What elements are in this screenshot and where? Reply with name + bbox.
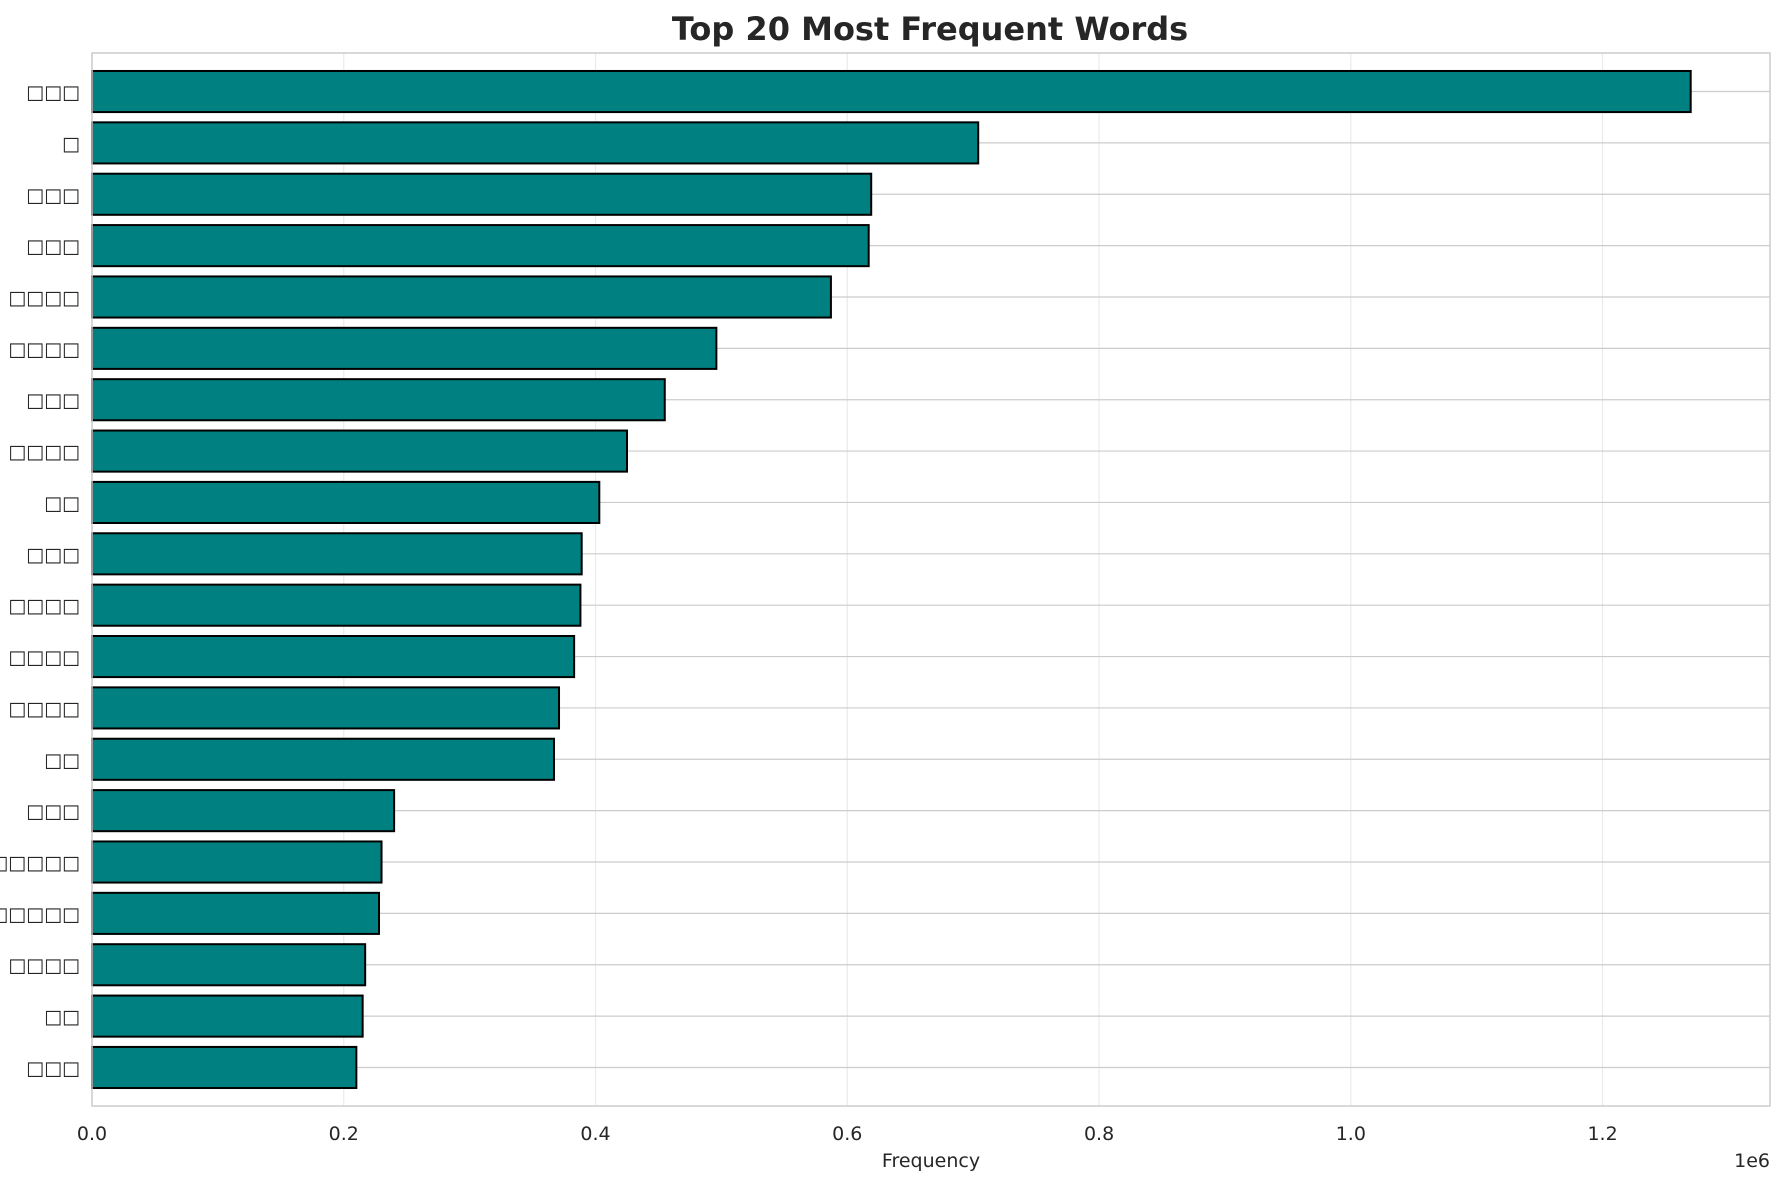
plot-frame <box>91 52 1771 1107</box>
bar <box>91 737 555 781</box>
bar <box>91 686 561 730</box>
bar <box>91 891 381 935</box>
x-tick-label: 0.8 <box>1084 1123 1114 1145</box>
x-tick-label: 0.6 <box>832 1123 862 1145</box>
y-tick-label: □□ <box>44 1006 80 1028</box>
y-tick-label: □□□□ <box>8 955 80 977</box>
chart-title: Top 20 Most Frequent Words <box>672 10 1188 48</box>
y-tick-label: □□□□□ <box>0 852 80 874</box>
y-tick-label: □□□ <box>26 1057 80 1079</box>
bar <box>91 480 601 524</box>
y-tick-label: □□□□ <box>8 441 80 463</box>
bar <box>91 532 583 576</box>
bar <box>91 224 870 268</box>
y-tick-label: □□ <box>44 749 80 771</box>
x-tick-label: 1.2 <box>1587 1123 1617 1145</box>
x-tick-label: 0.4 <box>580 1123 610 1145</box>
bar <box>91 172 873 216</box>
y-tick-label: □□□□ <box>8 698 80 720</box>
bar <box>91 326 718 370</box>
x-tick-label: 0.0 <box>77 1123 107 1145</box>
y-tick-label: □□□ <box>26 801 80 823</box>
y-tick-label: □□□□ <box>8 647 80 669</box>
bar <box>91 1045 358 1090</box>
x-tick-label: 0.2 <box>329 1123 359 1145</box>
bar <box>91 994 364 1038</box>
bar <box>91 943 367 987</box>
y-tick-label: □□□□ <box>8 595 80 617</box>
x-offset-label: 1e6 <box>1734 1150 1770 1172</box>
bar <box>91 69 1692 114</box>
y-tick-label: □□□ <box>26 82 80 104</box>
y-tick-label: □□□□□ <box>0 903 80 925</box>
y-tick-label: □ <box>62 133 80 155</box>
bar <box>91 121 980 165</box>
y-tick-label: □□□□ <box>8 287 80 309</box>
y-tick-label: □□□ <box>26 544 80 566</box>
bar <box>91 635 576 679</box>
bar <box>91 789 396 833</box>
bar <box>91 840 383 884</box>
y-tick-label: □□□ <box>26 236 80 258</box>
bar <box>91 429 628 473</box>
y-tick-label: □□□ <box>26 184 80 206</box>
y-tick-label: □□□ <box>26 390 80 412</box>
y-tick-label: □□□□ <box>8 338 80 360</box>
x-tick-label: 1.0 <box>1336 1123 1366 1145</box>
x-axis-label: Frequency <box>882 1150 980 1172</box>
bar <box>91 378 666 422</box>
y-tick-label: □□ <box>44 492 80 514</box>
bar <box>91 583 582 627</box>
bar <box>91 275 832 319</box>
